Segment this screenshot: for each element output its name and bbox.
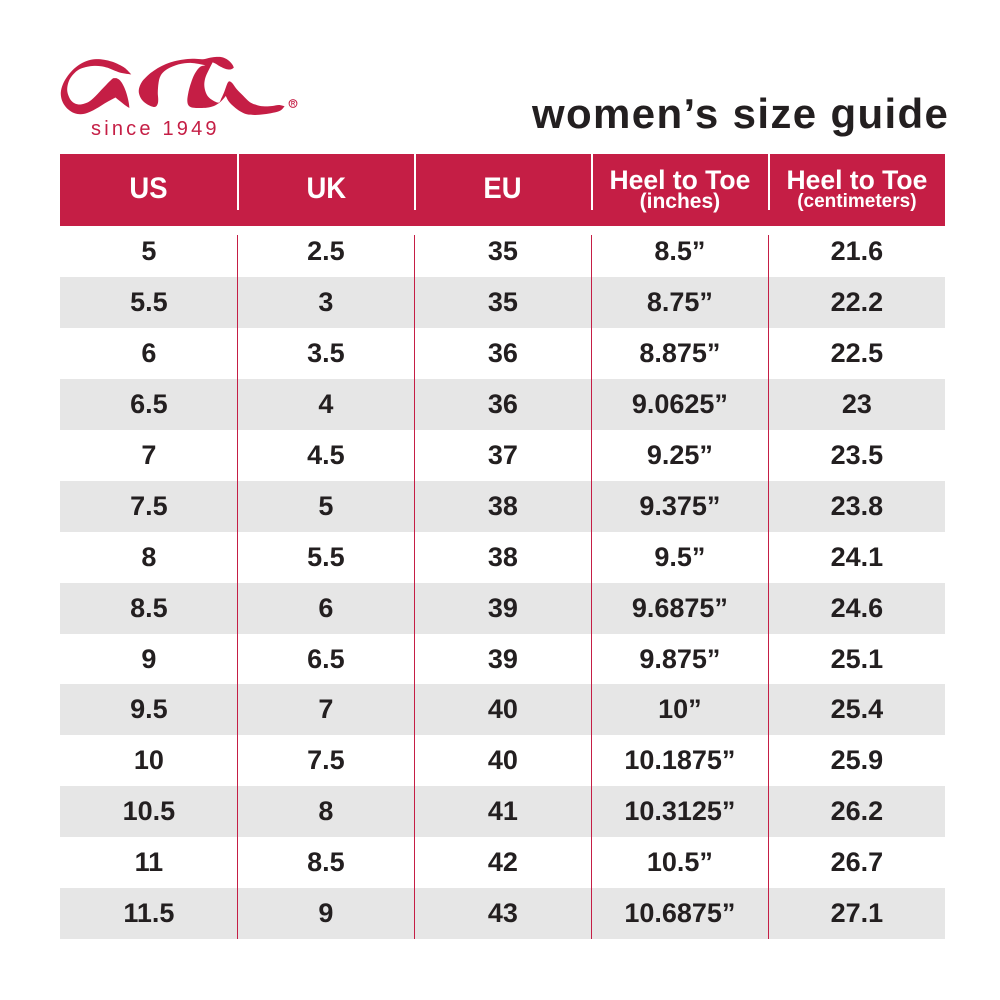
svg-text:R: R [291, 102, 296, 108]
